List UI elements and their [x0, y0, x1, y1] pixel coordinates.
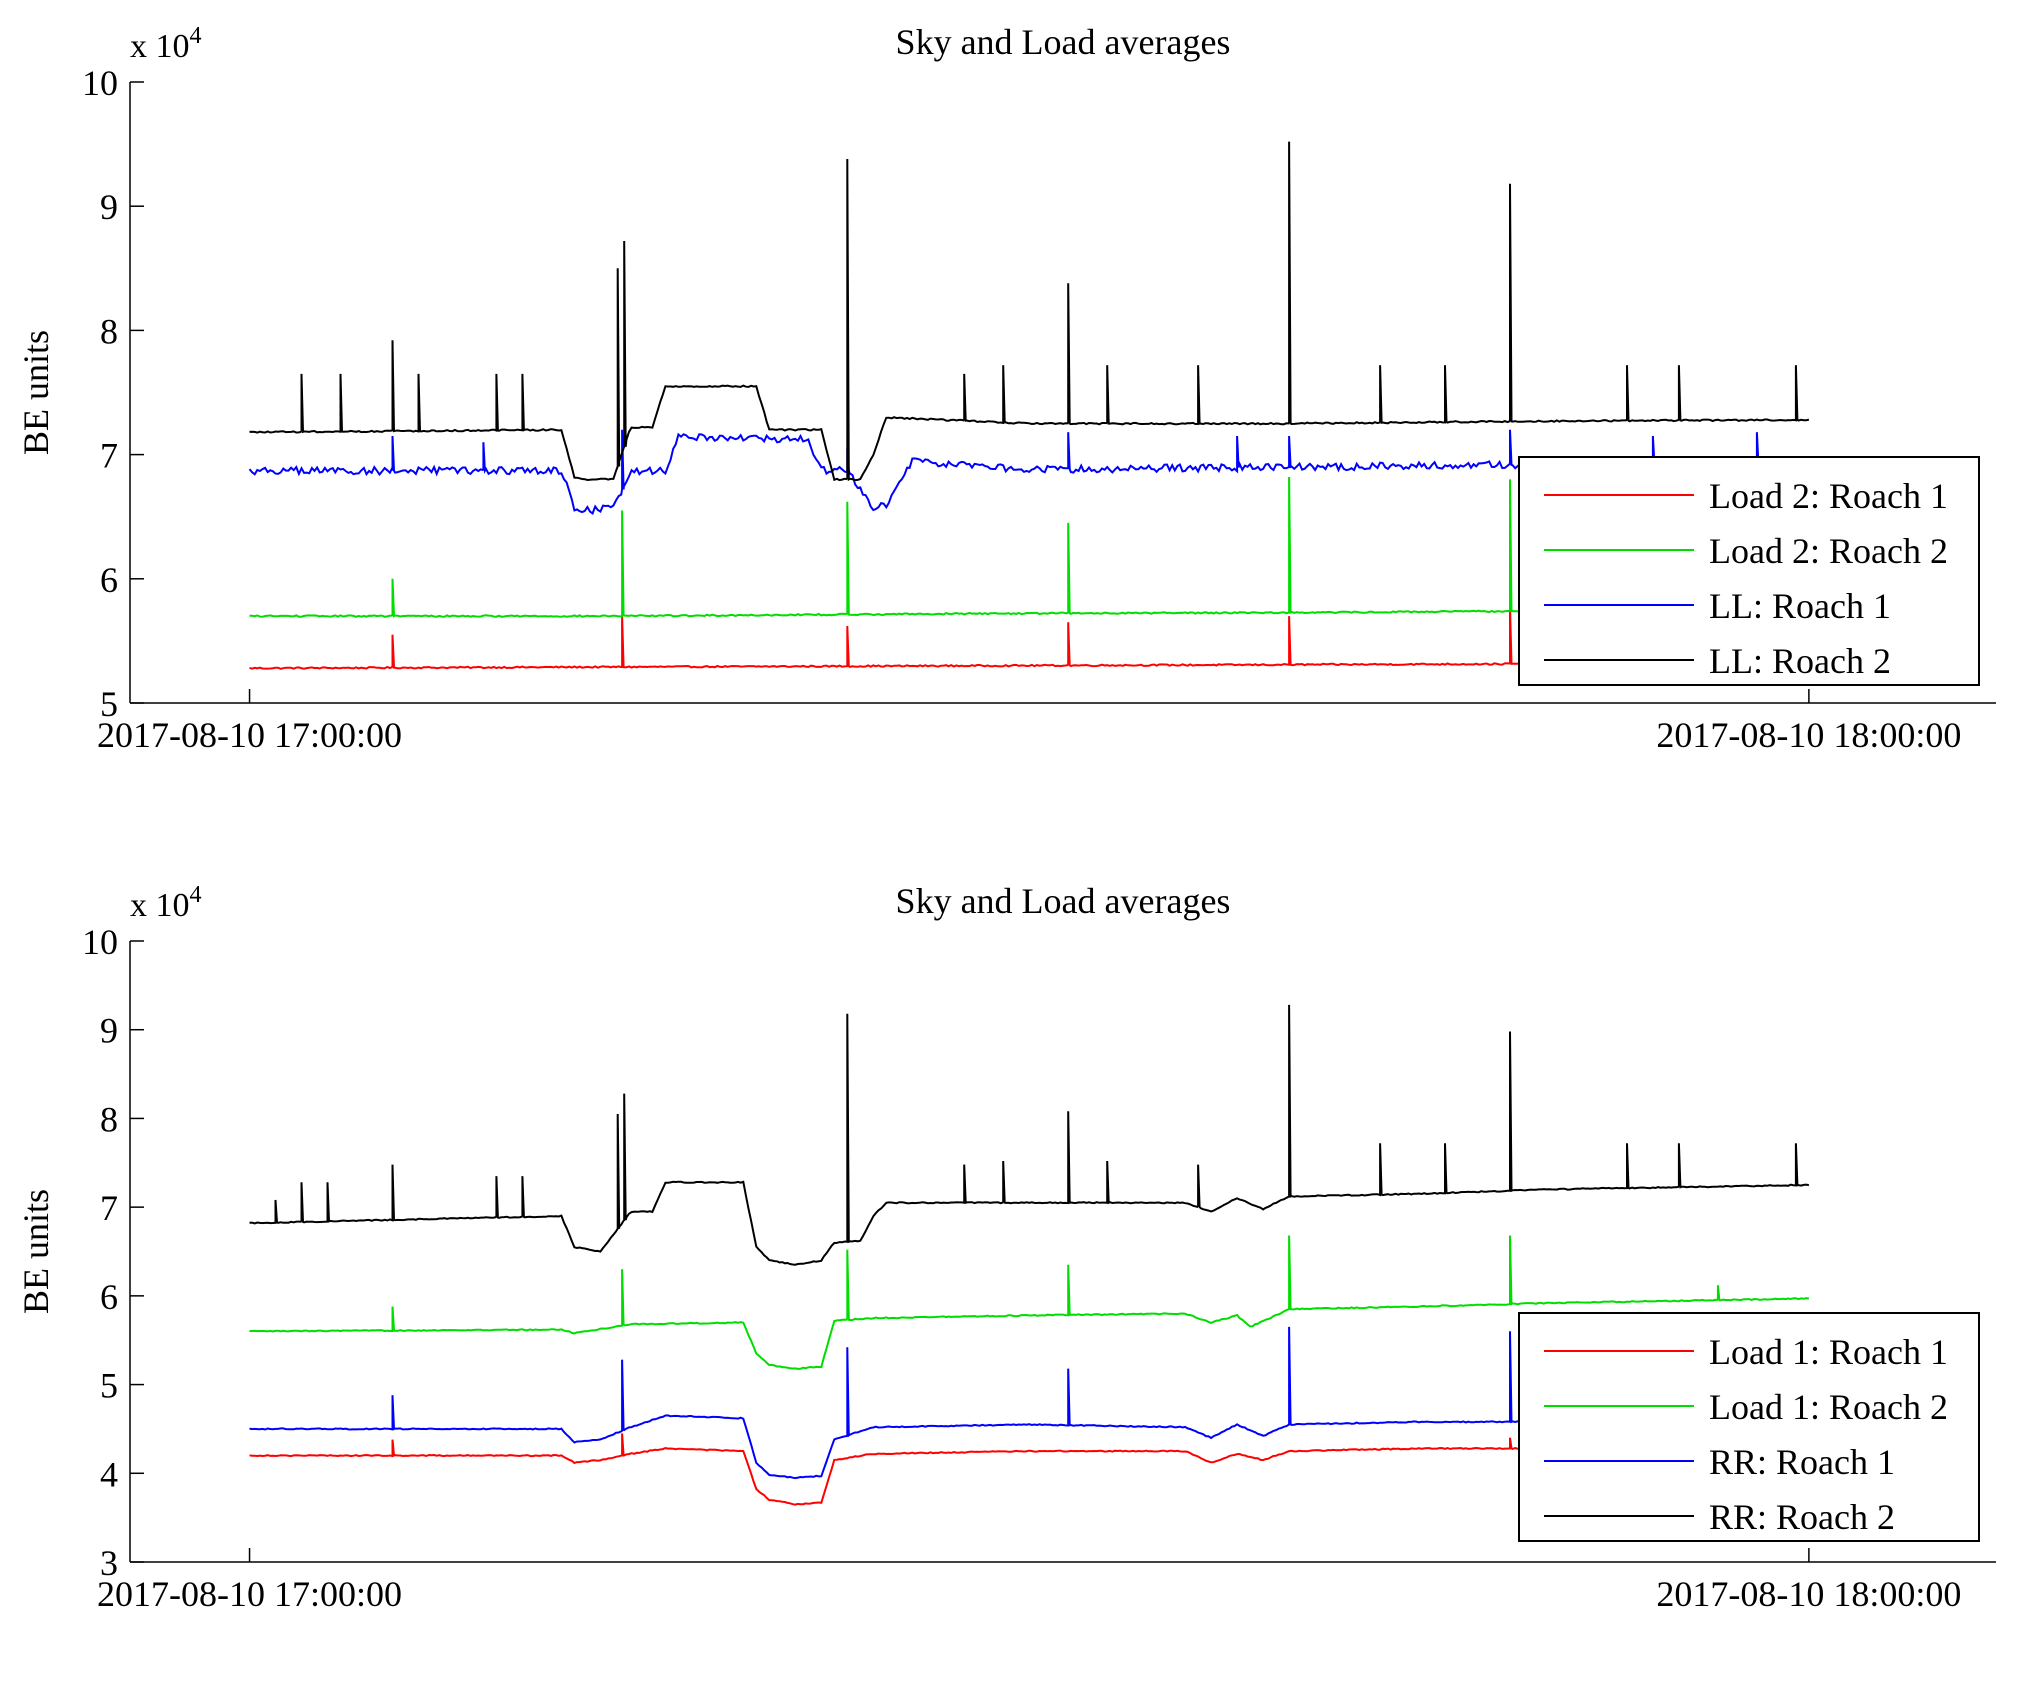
- y-tick-label: 5: [100, 684, 118, 724]
- legend: Load 1: Roach 1 Load 1: Roach 2 RR: Roach …: [1518, 1312, 1980, 1542]
- x-tick-label: 2017-08-10 17:00:00: [97, 1574, 402, 1614]
- chart-1: 5 6 7 8 9 10 2017-08-10 17:00:00 2017-08-10 18:…: [16, 22, 1996, 755]
- legend-label: Load 1: Roach 2: [1709, 1387, 1948, 1427]
- legend-label: Load 1: Roach 1: [1709, 1332, 1948, 1372]
- chart-title: Sky and Load averages: [896, 22, 1231, 62]
- x-tick-label: 2017-08-10 18:00:00: [1656, 1574, 1961, 1614]
- y-tick-label: 7: [100, 436, 118, 476]
- legend-label: RR: Roach 2: [1709, 1497, 1895, 1537]
- chart-2: 3 4 5 6 7 8 9 10 2017-08-10 17:00:00 2017-08-10 1…: [16, 881, 1996, 1614]
- y-tick-label: 10: [82, 63, 118, 103]
- legend: Load 2: Roach 1 Load 2: Roach 2 LL: Roach …: [1518, 456, 1980, 686]
- legend-label: Load 2: Roach 2: [1709, 531, 1948, 571]
- y-tick-label: 4: [100, 1454, 118, 1494]
- y-tick-label: 6: [100, 560, 118, 600]
- chart-title: Sky and Load averages: [896, 881, 1231, 921]
- y-tick-label: 3: [100, 1543, 118, 1583]
- y-multiplier-base: x 10: [130, 28, 190, 65]
- legend-label: Load 2: Roach 1: [1709, 476, 1948, 516]
- series-line-2: [249, 1235, 1810, 1370]
- y-axis-label: BE units: [16, 330, 56, 455]
- y-tick-label: 9: [100, 187, 118, 227]
- y-tick-label: 5: [100, 1366, 118, 1406]
- legend-label: RR: Roach 1: [1709, 1442, 1895, 1482]
- y-multiplier-exponent: 4: [190, 23, 202, 49]
- y-tick-label: 6: [100, 1277, 118, 1317]
- y-multiplier: x 104: [130, 882, 202, 924]
- y-tick-label: 10: [82, 922, 118, 962]
- x-tick-label: 2017-08-10 17:00:00: [97, 715, 402, 755]
- x-tick-label: 2017-08-10 18:00:00: [1656, 715, 1961, 755]
- y-tick-label: 7: [100, 1188, 118, 1228]
- legend-label: LL: Roach 2: [1709, 641, 1891, 681]
- y-multiplier-base: x 10: [130, 887, 190, 924]
- y-tick-label: 9: [100, 1011, 118, 1051]
- legend-label: LL: Roach 1: [1709, 586, 1891, 626]
- series-line-4: [249, 141, 1810, 482]
- y-multiplier-exponent: 4: [190, 882, 202, 908]
- y-tick-label: 8: [100, 311, 118, 351]
- y-multiplier: x 104: [130, 23, 202, 65]
- y-axis-label: BE units: [16, 1189, 56, 1314]
- y-tick-label: 8: [100, 1099, 118, 1139]
- series-line-4: [249, 1004, 1810, 1266]
